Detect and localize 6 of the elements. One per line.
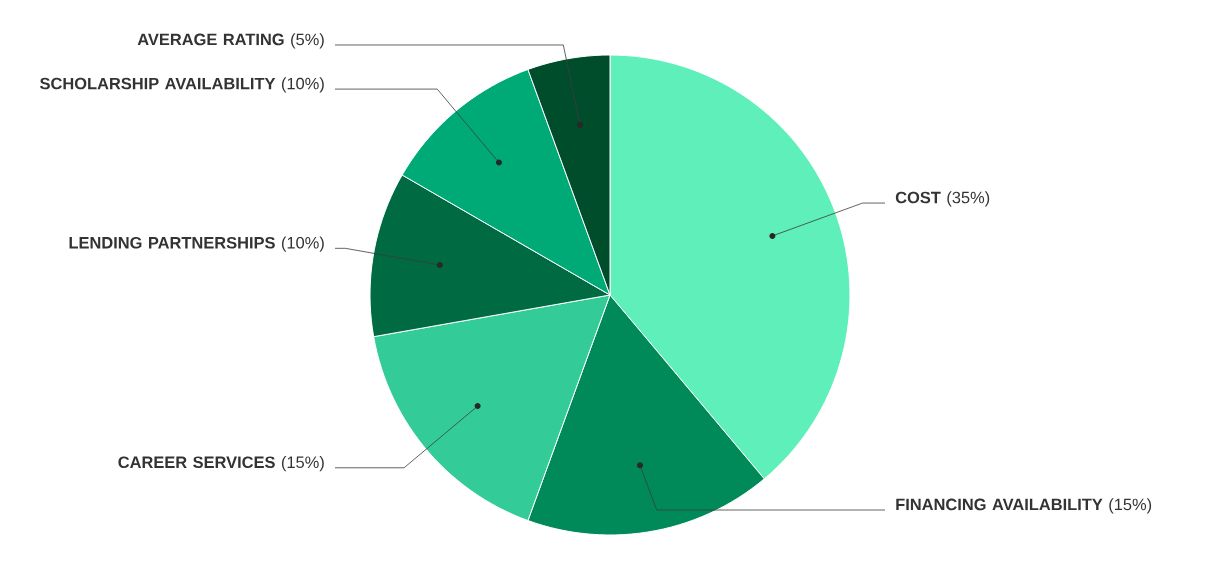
slice-label: FINANCING AVAILABILITY (15%) xyxy=(896,498,1152,514)
slice-label: LENDING PARTNERSHIPS (10%) xyxy=(69,236,324,252)
slice-label: SCHOLARSHIP AVAILABILITY (10%) xyxy=(40,77,324,93)
slice-label: CAREER SERVICES (15%) xyxy=(118,455,324,472)
slice-label: COST (35%) xyxy=(895,191,990,207)
slice-label: AVERAGE RATING (5%) xyxy=(137,33,324,49)
